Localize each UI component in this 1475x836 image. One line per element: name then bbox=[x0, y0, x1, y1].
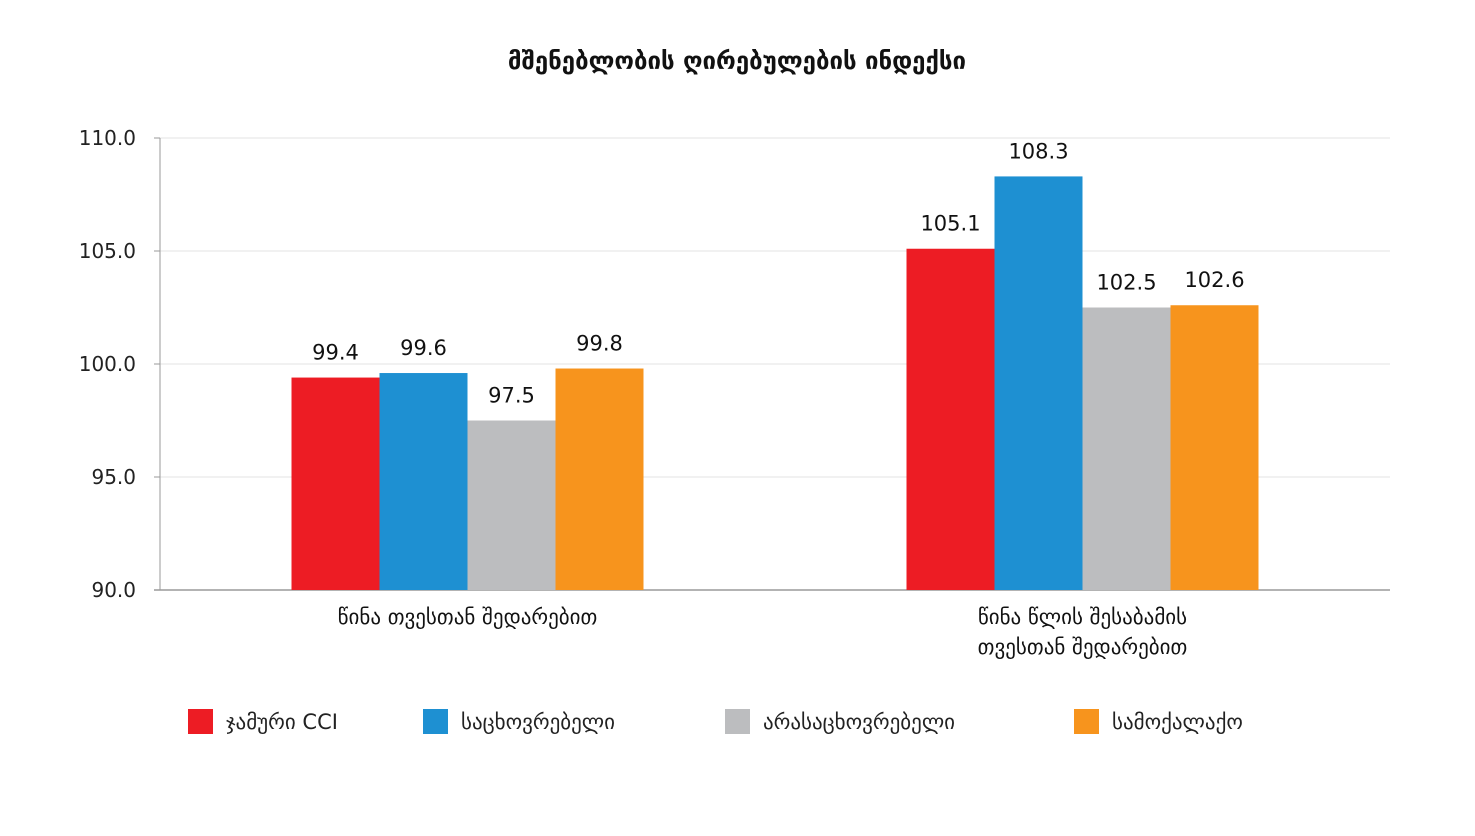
y-tick-label: 110.0 bbox=[79, 126, 136, 150]
data-labels: 99.4 99.6 97.5 99.8 105.1 108.3 102.5 102.6 bbox=[312, 139, 1244, 407]
data-label: 99.8 bbox=[576, 332, 623, 356]
x-axis-categories: წინა თვესთან შედარებით წინა წლის შესაბამი… bbox=[338, 605, 1188, 659]
x-category-label: თვესთან შედარებით bbox=[978, 635, 1188, 659]
y-axis: 90.0 95.0 100.0 105.0 110.0 bbox=[79, 126, 1390, 602]
y-tick-label: 95.0 bbox=[91, 465, 136, 489]
bar bbox=[906, 248, 995, 591]
legend: ჯამური CCI საცხოვრებელი არასაცხოვრებელი სამ… bbox=[188, 709, 1243, 734]
bar bbox=[467, 420, 556, 590]
legend-label: არასაცხოვრებელი bbox=[763, 710, 955, 734]
x-category-label: წინა თვესთან შედარებით bbox=[338, 605, 598, 629]
chart-title: მშენებლობის ღირებულების ინდექსი bbox=[508, 47, 966, 75]
data-label: 97.5 bbox=[488, 384, 535, 408]
legend-swatch bbox=[1074, 709, 1099, 734]
data-label: 99.4 bbox=[312, 341, 359, 365]
data-label: 102.5 bbox=[1096, 271, 1156, 295]
data-label: 102.6 bbox=[1184, 268, 1244, 292]
legend-label: ჯამური CCI bbox=[226, 710, 338, 734]
y-tick-label: 90.0 bbox=[91, 578, 136, 602]
bar bbox=[1082, 307, 1171, 590]
legend-label: სამოქალაქო bbox=[1112, 710, 1243, 734]
bar bbox=[291, 377, 380, 590]
legend-label: საცხოვრებელი bbox=[461, 710, 615, 734]
legend-swatch bbox=[423, 709, 448, 734]
legend-swatch bbox=[725, 709, 750, 734]
bar bbox=[555, 368, 644, 590]
bar bbox=[1170, 305, 1259, 590]
bar bbox=[379, 373, 468, 590]
bars bbox=[291, 176, 1259, 591]
data-label: 105.1 bbox=[920, 212, 980, 236]
x-category-label: წინა წლის შესაბამის bbox=[978, 605, 1187, 629]
data-label: 99.6 bbox=[400, 336, 447, 360]
legend-swatch bbox=[188, 709, 213, 734]
bar bbox=[994, 176, 1083, 591]
y-tick-label: 100.0 bbox=[79, 352, 136, 376]
y-tick-label: 105.0 bbox=[79, 239, 136, 263]
data-label: 108.3 bbox=[1008, 139, 1068, 163]
